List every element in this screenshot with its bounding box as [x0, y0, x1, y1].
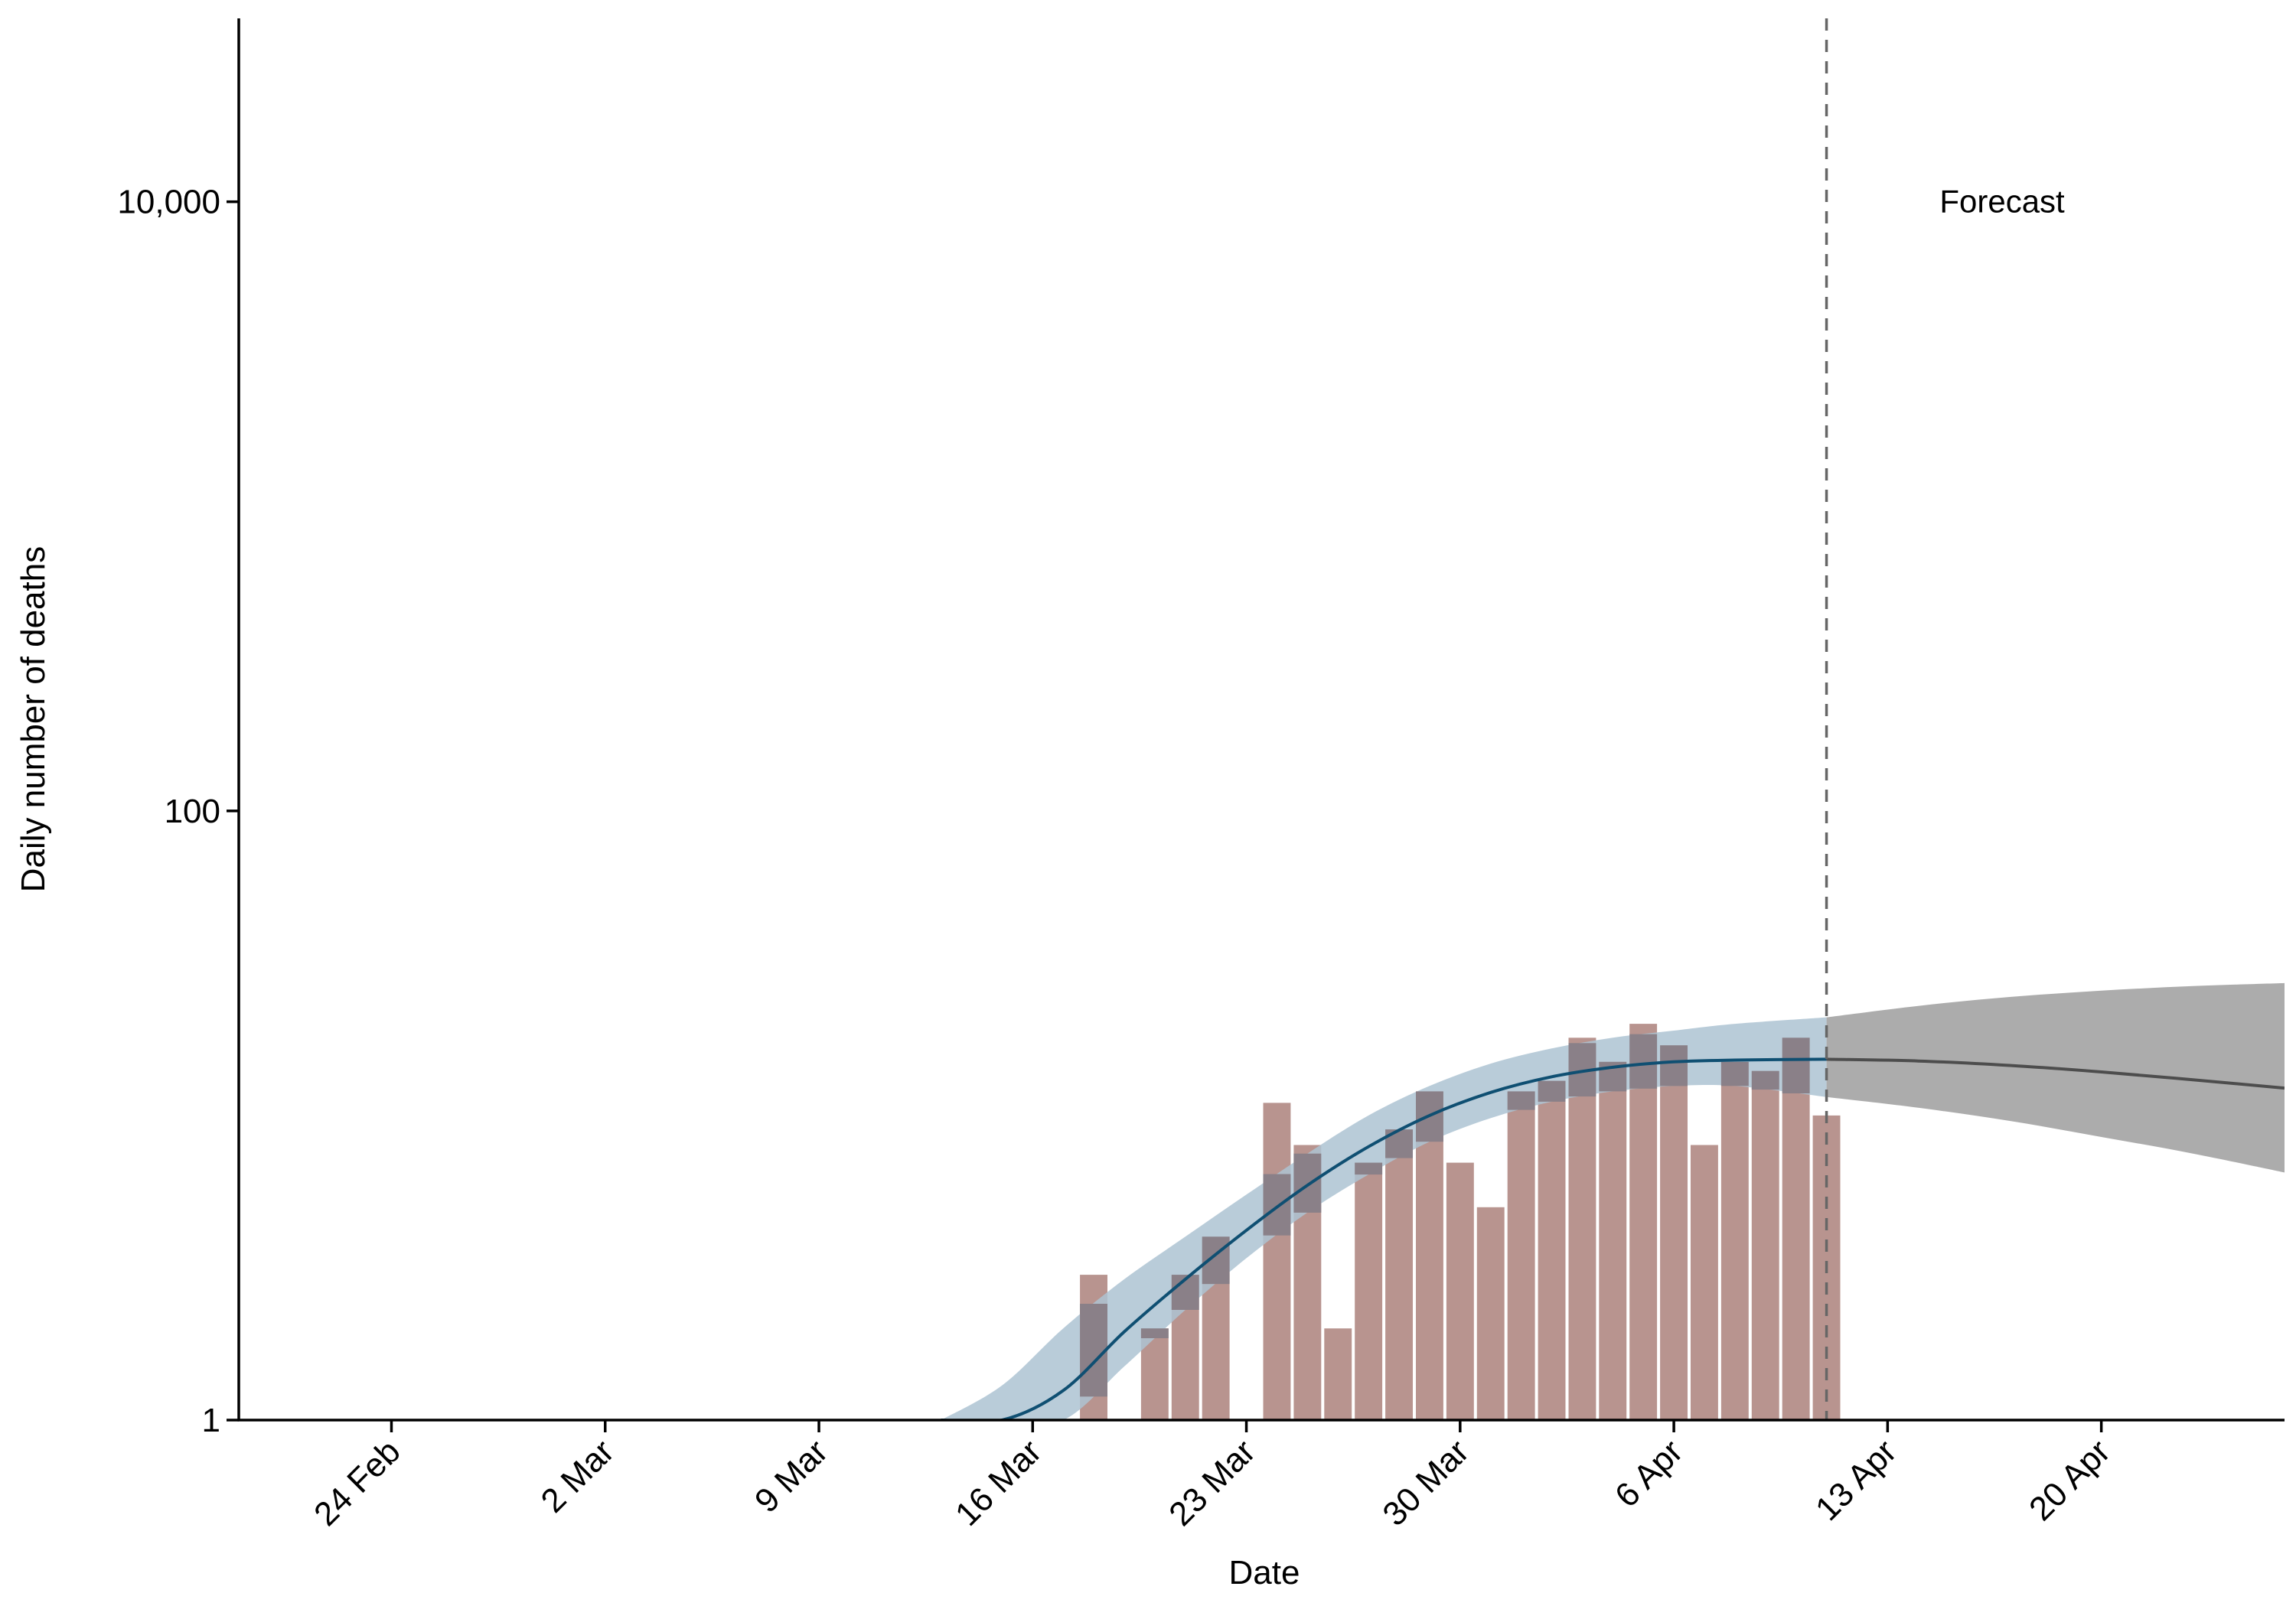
death-bar: [1751, 1070, 1779, 1420]
y-tick-label: 1: [202, 1402, 220, 1439]
x-tick-label: 2 Mar: [534, 1432, 621, 1520]
death-bar: [1538, 1080, 1566, 1420]
death-bar: [1416, 1091, 1443, 1420]
death-bar: [1568, 1038, 1596, 1420]
fit-interval-band: [941, 1017, 1827, 1420]
death-bar: [1782, 1038, 1810, 1420]
x-tick-label: 24 Feb: [307, 1432, 408, 1533]
death-bar: [1691, 1145, 1718, 1420]
death-bar: [1507, 1091, 1535, 1420]
x-tick-label: 13 Apr: [1808, 1432, 1904, 1528]
bar-band-overlap: [1507, 1091, 1535, 1110]
death-bar: [1476, 1207, 1505, 1420]
death-bar: [1355, 1162, 1383, 1420]
forecast-annotation: Forecast: [1939, 184, 2065, 220]
plot-clip-group: [941, 982, 2285, 1420]
death-bar: [1660, 1045, 1688, 1420]
bar-band-overlap: [1782, 1038, 1810, 1093]
x-tick-label: 16 Mar: [948, 1432, 1049, 1533]
x-tick-label: 6 Apr: [1608, 1432, 1690, 1514]
fit-median-line: [941, 1057, 1827, 1420]
death-bar: [1720, 1061, 1749, 1420]
axes: 1 100 10,000 24 Feb 2 Mar 9 Mar 16 Mar 23 Mar 30…: [117, 18, 2285, 1533]
y-axis-title: Daily number of deaths: [15, 546, 52, 892]
bar-band-overlap: [1538, 1080, 1566, 1102]
bar-band-overlap: [1629, 1034, 1658, 1089]
bar-band-overlap: [1660, 1045, 1688, 1086]
x-axis-title: Date: [1229, 1554, 1300, 1591]
y-tick-label: 10,000: [117, 184, 220, 221]
death-bar: [1385, 1129, 1413, 1420]
x-tick-label: 20 Apr: [2022, 1432, 2118, 1528]
y-tick-label: 100: [165, 793, 220, 830]
bar-band-overlap: [1140, 1328, 1169, 1338]
bar-band-overlap: [1720, 1061, 1749, 1086]
bar-band-overlap: [1355, 1162, 1383, 1175]
bar-band-overlap: [1080, 1304, 1107, 1397]
x-tick-label: 30 Mar: [1375, 1432, 1476, 1533]
forecast-median-line: [1826, 1057, 2285, 1090]
forecast-interval-band: [1826, 982, 2285, 1173]
bar-band-overlap: [1263, 1174, 1291, 1236]
death-bar: [1446, 1162, 1474, 1420]
death-bar: [1263, 1103, 1291, 1420]
x-tick-label: 23 Mar: [1162, 1432, 1262, 1533]
death-bar: [1599, 1061, 1627, 1420]
bar-band-overlap: [1751, 1070, 1779, 1090]
death-bar: [1629, 1024, 1658, 1420]
plot-area: Forecast: [941, 18, 2285, 1420]
bar-band-overlap: [1293, 1153, 1322, 1213]
x-tick-label: 9 Mar: [748, 1432, 835, 1520]
death-bar: [1324, 1328, 1352, 1420]
